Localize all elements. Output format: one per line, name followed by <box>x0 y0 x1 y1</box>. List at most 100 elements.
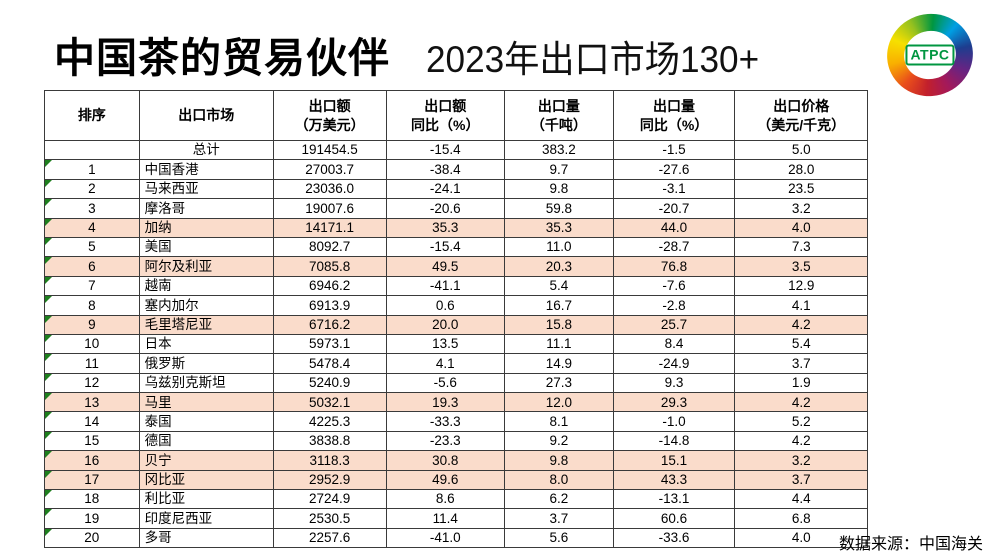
table-row: 8 塞内加尔 6913.9 0.6 16.7 -2.8 4.1 <box>44 295 868 316</box>
rank-cell: 2 <box>44 178 140 200</box>
export-value-yoy-cell: 4.1 <box>385 353 506 374</box>
export-volume-yoy-cell: 8.4 <box>612 333 736 355</box>
export-price-cell: 3.7 <box>734 353 868 374</box>
export-value-cell: 4225.3 <box>272 411 387 432</box>
export-volume-cell: 14.9 <box>504 353 614 374</box>
rank-cell: 14 <box>44 411 140 432</box>
cell-flag-triangle-icon <box>45 529 52 536</box>
cell-flag-triangle-icon <box>45 316 52 323</box>
export-volume-cell: 5.4 <box>504 275 614 297</box>
rank-cell: 6 <box>44 256 140 277</box>
export-value-yoy-cell: -5.6 <box>385 372 506 394</box>
rank-cell: 3 <box>44 198 140 219</box>
rank-cell: 13 <box>44 392 140 413</box>
export-value-yoy-cell: -15.4 <box>385 139 506 161</box>
export-price-cell: 1.9 <box>734 372 868 394</box>
table-row: 16 贝宁 3118.3 30.8 9.8 15.1 3.2 <box>44 450 868 471</box>
export-volume-yoy-cell: 29.3 <box>612 392 736 413</box>
export-value-yoy-cell: -15.4 <box>385 236 506 258</box>
header-market: 出口市场 <box>138 90 274 141</box>
table-body: 总计 191454.5 -15.4 383.2 -1.5 5.0 1 中国香港 27003.7-… <box>44 139 868 549</box>
table-row: 4 加纳 14171.1 35.3 35.3 44.0 4.0 <box>44 217 868 238</box>
export-volume-yoy-cell: -20.7 <box>612 198 736 219</box>
export-volume-yoy-cell: -33.6 <box>612 527 736 549</box>
export-volume-yoy-cell: 43.3 <box>612 469 736 491</box>
export-price-cell: 4.1 <box>734 295 868 316</box>
table-row: 10 日本 5973.1 13.5 11.1 8.4 5.4 <box>44 333 868 355</box>
cell-flag-triangle-icon <box>45 354 52 362</box>
table-row: 6 阿尔及利亚 7085.8 49.5 20.3 76.8 3.5 <box>44 256 868 277</box>
export-value-yoy-cell: 8.6 <box>385 489 506 510</box>
export-value-cell: 5478.4 <box>272 353 387 374</box>
export-value-cell: 14171.1 <box>272 217 387 238</box>
export-value-cell: 2724.9 <box>272 489 387 510</box>
rank-cell: 7 <box>44 275 140 297</box>
export-volume-yoy-cell: -28.7 <box>612 236 736 258</box>
table-row: 2 马来西亚 23036.0 -24.1 9.8 -3.1 23.5 <box>44 178 868 200</box>
table-row: 17 冈比亚 2952.9 49.6 8.0 43.3 3.7 <box>44 469 868 491</box>
export-markets-table: 排序 出口市场 出口额 （万美元） 出口额 同比（%） 出口量 （千吨） 出口量 同比（… <box>44 90 868 549</box>
table-row: 12 乌兹别克斯坦 5240.9 -5.6 27.3 9.3 1.9 <box>44 372 868 394</box>
export-value-yoy-cell: 35.3 <box>385 217 506 238</box>
export-value-cell: 6913.9 <box>272 295 387 316</box>
rank-cell: 17 <box>44 469 140 491</box>
export-volume-yoy-cell: -2.8 <box>612 295 736 316</box>
table-row: 总计 191454.5 -15.4 383.2 -1.5 5.0 <box>44 139 868 161</box>
table-row: 9 毛里塔尼亚 6716.2 20.0 15.8 25.7 4.2 <box>44 314 868 335</box>
export-volume-cell: 9.8 <box>504 450 614 471</box>
header-export-volume: 出口量 （千吨） <box>504 90 614 141</box>
data-source-note: 数据来源：中国海关 <box>838 536 983 553</box>
table-row: 18 利比亚 2724.9 8.6 6.2 -13.1 4.4 <box>44 489 868 510</box>
table-header: 排序 出口市场 出口额 （万美元） 出口额 同比（%） 出口量 （千吨） 出口量 同比（… <box>44 90 868 141</box>
rank-cell: 15 <box>44 430 140 452</box>
export-value-yoy-cell: 49.5 <box>385 256 506 277</box>
table-row: 3 摩洛哥 19007.6 -20.6 59.8 -20.7 3.2 <box>44 198 868 219</box>
export-volume-yoy-cell: 9.3 <box>612 372 736 394</box>
cell-flag-triangle-icon <box>45 199 52 207</box>
rank-cell: 4 <box>44 217 140 238</box>
rank-cell: 5 <box>44 236 140 258</box>
export-price-cell: 5.4 <box>734 333 868 355</box>
logo-text: ATPC <box>905 44 955 66</box>
export-price-cell: 5.0 <box>734 139 868 161</box>
export-value-yoy-cell: -41.1 <box>385 275 506 297</box>
cell-flag-triangle-icon <box>45 509 52 517</box>
cell-flag-triangle-icon <box>45 277 52 284</box>
market-cell: 冈比亚 <box>138 469 274 491</box>
export-price-cell: 3.5 <box>734 256 868 277</box>
market-cell: 越南 <box>138 275 274 297</box>
market-cell: 马来西亚 <box>138 178 274 200</box>
export-volume-yoy-cell: -14.8 <box>612 430 736 452</box>
export-value-yoy-cell: -41.0 <box>385 527 506 549</box>
export-volume-cell: 9.2 <box>504 430 614 452</box>
export-price-cell: 4.4 <box>734 489 868 510</box>
table-row: 7 越南 6946.2 -41.1 5.4 -7.6 12.9 <box>44 275 868 297</box>
export-value-cell: 191454.5 <box>272 139 387 161</box>
export-price-cell: 28.0 <box>734 159 868 180</box>
rank-cell: 1 <box>44 159 140 180</box>
cell-flag-triangle-icon <box>45 160 52 168</box>
rank-cell: 18 <box>44 489 140 510</box>
export-value-yoy-cell: -33.3 <box>385 411 506 432</box>
export-value-cell: 27003.7 <box>272 159 387 180</box>
rank-cell <box>44 139 140 161</box>
cell-flag-triangle-icon <box>45 412 52 420</box>
export-price-cell: 3.7 <box>734 469 868 491</box>
header-export-price: 出口价格 （美元/千克） <box>734 90 868 141</box>
rank-cell: 11 <box>44 353 140 374</box>
export-value-cell: 2952.9 <box>272 469 387 491</box>
market-cell: 多哥 <box>138 527 274 549</box>
export-volume-cell: 6.2 <box>504 489 614 510</box>
export-value-cell: 8092.7 <box>272 236 387 258</box>
market-cell: 中国香港 <box>138 159 274 180</box>
export-value-cell: 19007.6 <box>272 198 387 219</box>
export-volume-yoy-cell: -13.1 <box>612 489 736 510</box>
export-volume-cell: 11.0 <box>504 236 614 258</box>
header-rank: 排序 <box>44 90 140 141</box>
export-price-cell: 4.2 <box>734 430 868 452</box>
export-volume-cell: 3.7 <box>504 508 614 529</box>
market-cell: 俄罗斯 <box>138 353 274 374</box>
export-volume-yoy-cell: -1.5 <box>612 139 736 161</box>
rank-cell: 19 <box>44 508 140 529</box>
market-cell: 马里 <box>138 392 274 413</box>
